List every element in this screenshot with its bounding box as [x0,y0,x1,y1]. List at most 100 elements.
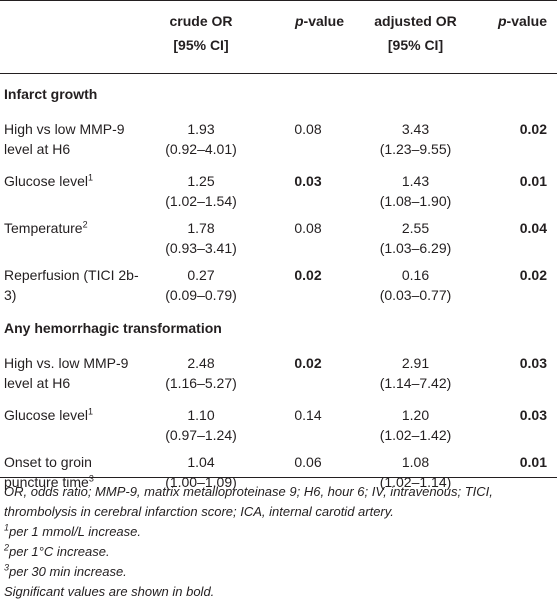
crude-p-value-cell: 0.08 [294,220,322,236]
adjusted-p-value-cell: 0.02 [519,267,547,283]
crude-p-value-cell: 0.08 [294,121,322,137]
adjusted-or-cell-ci: (1.03–6.29) [379,240,452,256]
header-adjusted-or-label: adjusted OR [374,13,457,29]
adjusted-or-cell-ci: (1.23–9.55) [379,141,452,157]
footnote-abbreviations: OR, odds ratio; MMP-9, matrix metallopro… [4,484,493,519]
crude-or-cell-value: 1.78 [187,220,215,236]
crude-or-cell-ci: (0.97–1.24) [165,427,237,443]
adjusted-p-value-cell: 0.03 [519,355,547,371]
footnote-2: 2per 1°C increase. [4,542,553,562]
adjusted-or-cell: 0.16 (0.03–0.77) [354,259,477,307]
adjusted-p-value-cell: 0.01 [519,454,547,470]
bottom-rule [0,477,557,478]
row-label: Onset to groin puncture time3 [0,446,140,494]
footnote-3: 3per 30 min increase. [4,562,553,582]
table-row: Onset to groin puncture time3 1.04 (1.00–1… [0,446,557,494]
crude-or-cell: 1.10 (0.97–1.24) [140,399,262,446]
adjusted-or-cell: 2.91 (1.14–7.42) [354,347,477,399]
adjusted-or-cell-value: 1.08 [401,454,430,470]
table-row: Glucose level1 1.25 (1.02–1.54) 0.03 1.43 (1.… [0,165,557,212]
row-label: Glucose level1 [0,399,140,446]
row-label: Temperature2 [0,212,140,259]
crude-or-cell-value: 2.48 [187,355,215,371]
adjusted-or-cell-value: 1.43 [401,173,430,189]
header-p1-rest: -value [303,13,344,29]
adjusted-or-cell: 3.43 (1.23–9.55) [354,113,477,165]
table-body: Infarct growth High vs low MMP-9 level at… [0,73,557,494]
table-row: High vs low MMP-9 level at H6 1.93 (0.92–4… [0,113,557,165]
footnote-1-marker: 1 [4,522,10,533]
row-label: High vs low MMP-9 level at H6 [0,113,140,165]
table-footnotes: OR, odds ratio; MMP-9, matrix metallopro… [4,482,553,602]
adjusted-p-value-cell: 0.01 [519,173,547,189]
adjusted-p-value-cell: 0.03 [519,407,547,423]
row-label-footnote-marker: 3 [88,473,94,484]
row-label-text: High vs. low MMP-9 level at H6 [4,355,129,391]
crude-p-value-cell: 0.14 [294,407,322,423]
crude-or-cell-value: 1.25 [187,173,215,189]
crude-or-cell-value: 1.93 [187,121,215,137]
crude-or-cell-value: 1.10 [187,407,215,423]
row-label-text: Reperfusion (TICI 2b-3) [4,267,139,303]
header-empty-cell [0,0,140,73]
row-label-text: High vs low MMP-9 level at H6 [4,121,125,157]
row-label-text: Glucose level [4,407,89,423]
adjusted-or-cell: 1.08 (1.02–1.14) [354,446,477,494]
row-label: High vs. low MMP-9 level at H6 [0,347,140,399]
section-title: Infarct growth [4,86,98,102]
section-title: Any hemorrhagic transformation [4,320,222,336]
row-label-text: Glucose level [4,173,89,189]
adjusted-p-value-cell: 0.04 [519,220,547,236]
adjusted-or-cell-ci: (1.02–1.42) [379,427,452,443]
footnote-1: 1per 1 mmol/L increase. [4,522,553,542]
row-label-footnote-marker: 1 [88,172,94,183]
row-label-footnote-marker: 2 [82,219,88,230]
table-row: High vs. low MMP-9 level at H6 2.48 (1.16–… [0,347,557,399]
footnote-2-text: per 1°C increase. [9,544,110,559]
crude-or-cell: 1.25 (1.02–1.54) [140,165,262,212]
adjusted-or-cell-value: 3.43 [401,121,430,137]
table-row: Glucose level1 1.10 (0.97–1.24) 0.14 1.20 (1.… [0,399,557,446]
crude-or-cell-ci: (1.16–5.27) [165,375,237,391]
header-adjusted-or: adjusted OR [95% CI] [354,0,477,73]
footnote-1-text: per 1 mmol/L increase. [9,524,142,539]
crude-or-cell-ci: (0.09–0.79) [165,287,237,303]
header-crude-ci-label: [95% CI] [173,37,229,53]
header-rule [0,73,557,74]
crude-or-cell-ci: (0.93–3.41) [165,240,237,256]
header-p2-italic: p [497,13,507,29]
adjusted-or-cell: 2.55 (1.03–6.29) [354,212,477,259]
section-header-row: Any hemorrhagic transformation [0,307,557,347]
crude-p-value-cell: 0.02 [294,267,322,283]
adjusted-or-cell-ci: (0.03–0.77) [379,287,452,303]
adjusted-or-cell-value: 1.20 [401,407,430,423]
row-label: Reperfusion (TICI 2b-3) [0,259,140,307]
row-label-footnote-marker: 1 [88,406,94,417]
header-crude-or: crude OR [95% CI] [140,0,262,73]
crude-or-cell: 1.78 (0.93–3.41) [140,212,262,259]
row-label-text: Temperature [4,220,83,236]
adjusted-or-cell: 1.20 (1.02–1.42) [354,399,477,446]
adjusted-or-cell-value: 0.16 [401,267,430,283]
row-label-text: Onset to groin puncture time [4,454,92,490]
crude-or-cell-value: 1.04 [187,454,215,470]
footnote-significance: Significant values are shown in bold. [4,584,215,599]
footnote-2-marker: 2 [4,542,10,553]
adjusted-or-cell: 1.43 (1.08–1.90) [354,165,477,212]
footnote-3-text: per 30 min increase. [9,564,127,579]
footnote-3-marker: 3 [4,562,10,573]
header-crude-or-label: crude OR [169,13,233,29]
crude-p-value-cell: 0.03 [294,173,322,189]
table-row: Reperfusion (TICI 2b-3) 0.27 (0.09–0.79) 0.… [0,259,557,307]
header-p1-italic: p [294,13,304,29]
crude-or-cell-value: 0.27 [187,267,215,283]
crude-or-cell-ci: (1.02–1.54) [165,193,237,209]
crude-or-cell-ci: (0.92–4.01) [165,141,237,157]
adjusted-p-value-cell: 0.02 [519,121,547,137]
top-rule [0,0,557,1]
crude-p-value-cell: 0.02 [294,355,322,371]
section-header-row: Infarct growth [0,73,557,113]
adjusted-or-cell-value: 2.55 [401,220,430,236]
table-row: Temperature2 1.78 (0.93–3.41) 0.08 2.55 (1.03… [0,212,557,259]
